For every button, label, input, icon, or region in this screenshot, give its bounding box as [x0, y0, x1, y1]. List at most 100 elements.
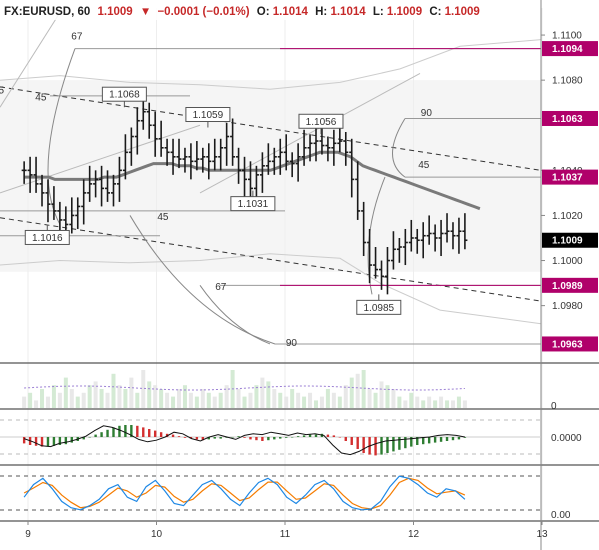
price-bar: [51, 186, 57, 220]
price-bar: [301, 129, 307, 166]
volume-bar: [284, 396, 289, 408]
price-badge[interactable]: 1.0963: [542, 336, 598, 352]
price-bar: [355, 161, 361, 220]
macd-histogram-bar: [451, 437, 455, 441]
volume-bar: [361, 370, 366, 408]
volume-axis-label: 0: [551, 401, 557, 412]
callout-box: [101, 86, 147, 102]
volume-bar: [337, 396, 342, 408]
macd-histogram-bar: [136, 425, 139, 437]
macd-histogram-bar: [249, 437, 252, 440]
price-panel: 1.1068 1.1059 1.1056 1.1031 1.1016 1.0985 67 4…: [0, 8, 543, 520]
macd-histogram-bar: [302, 435, 306, 437]
volume-bar: [242, 396, 247, 408]
volume-bar: [165, 392, 170, 408]
macd-histogram-bar: [40, 437, 44, 447]
price-bar: [69, 197, 75, 234]
macd-histogram-bar: [308, 434, 312, 437]
macd-histogram-bar: [326, 434, 330, 437]
price-bar: [349, 138, 355, 198]
callout-box: [185, 107, 231, 123]
macd-histogram-bar: [183, 437, 187, 438]
volume-bar: [22, 396, 27, 408]
volume-bar: [206, 392, 211, 408]
lower-envelope: [0, 253, 542, 325]
price-bar: [152, 111, 158, 157]
angle-label: 45: [157, 212, 169, 223]
price-bar: [390, 231, 396, 270]
price-bar: [289, 152, 295, 178]
price-badge[interactable]: 1.1009: [542, 232, 598, 248]
callout-label: 1.1068: [109, 90, 140, 101]
macd-histogram-bar: [338, 437, 342, 438]
price-bar: [33, 156, 39, 193]
macd-histogram-bar: [94, 434, 97, 437]
volume-bar: [212, 396, 217, 408]
price-badge-box: [542, 277, 598, 293]
volume-bar: [123, 389, 128, 408]
down-arrow-icon: ▼: [140, 6, 151, 18]
macd-histogram-bar: [296, 436, 300, 437]
macd-histogram-bar: [207, 437, 210, 440]
price-bar: [373, 247, 379, 279]
price-bars: [21, 93, 468, 295]
volume-bar: [135, 392, 140, 408]
price-bar: [224, 122, 230, 166]
volume-bar: [313, 400, 318, 408]
volume-bar: [153, 385, 158, 408]
time-axis[interactable]: 9 10 11 12 13: [25, 521, 548, 540]
volume-bar: [87, 385, 92, 408]
volume-bar: [159, 389, 164, 408]
price-bar: [75, 197, 81, 229]
volume-bar: [319, 396, 324, 408]
macd-histogram-bar: [410, 437, 413, 447]
volume-bar: [367, 389, 372, 408]
price-badge[interactable]: 1.1037: [542, 169, 598, 185]
price-tick-label: 1.1000: [552, 256, 583, 267]
price-badge[interactable]: 1.1063: [542, 110, 598, 126]
macd-axis-label: 0.0000: [551, 433, 582, 444]
price-bar: [134, 107, 140, 155]
price-badge[interactable]: 1.0989: [542, 277, 598, 293]
volume-bar: [373, 392, 378, 408]
price-badge[interactable]: 1.1094: [542, 41, 598, 57]
fan-line-c: [199, 72, 421, 194]
macd-histogram-bar: [350, 437, 353, 445]
volume-bar: [45, 396, 50, 408]
volume-bar: [171, 396, 176, 408]
macd-histogram-bar: [445, 437, 449, 441]
callout-box: [24, 229, 70, 245]
macd-histogram-bar: [231, 437, 234, 438]
volume-bar: [57, 392, 62, 408]
price-bar: [420, 222, 426, 259]
price-bar: [361, 201, 367, 257]
price-badge-label: 1.0989: [552, 281, 583, 292]
macd-histogram-bar: [177, 436, 181, 437]
price-bar: [230, 118, 236, 166]
macd-histogram-bar: [439, 437, 443, 442]
macd-histogram-bar: [82, 437, 85, 440]
price-callout: 1.0985: [356, 294, 402, 315]
macd-histogram-bar: [243, 437, 246, 438]
volume-bar: [355, 373, 360, 408]
price-bar: [200, 147, 206, 173]
macd-histogram-bar: [362, 437, 365, 453]
macd-histogram-bar: [34, 437, 38, 446]
volume-bar: [421, 400, 426, 408]
macd-panel: 0.0000: [0, 419, 582, 456]
price-axis[interactable]: 1.11001.10801.10401.10201.10001.09801.10…: [541, 31, 598, 352]
volume-bar: [81, 392, 86, 408]
price-hlines: [280, 48, 541, 286]
price-bar: [57, 201, 63, 234]
volume-bar: [296, 392, 301, 408]
volume-bar: [462, 400, 467, 408]
price-bar: [444, 213, 450, 243]
volume-bar: [147, 381, 152, 408]
open-label: O:: [257, 6, 270, 18]
price-bar: [170, 138, 176, 175]
price-badge-box: [542, 169, 598, 185]
price-badge-box: [542, 110, 598, 126]
macd-histogram-bar: [374, 437, 377, 456]
macd-histogram-bar: [267, 437, 270, 441]
macd-histogram-bar: [255, 437, 258, 441]
